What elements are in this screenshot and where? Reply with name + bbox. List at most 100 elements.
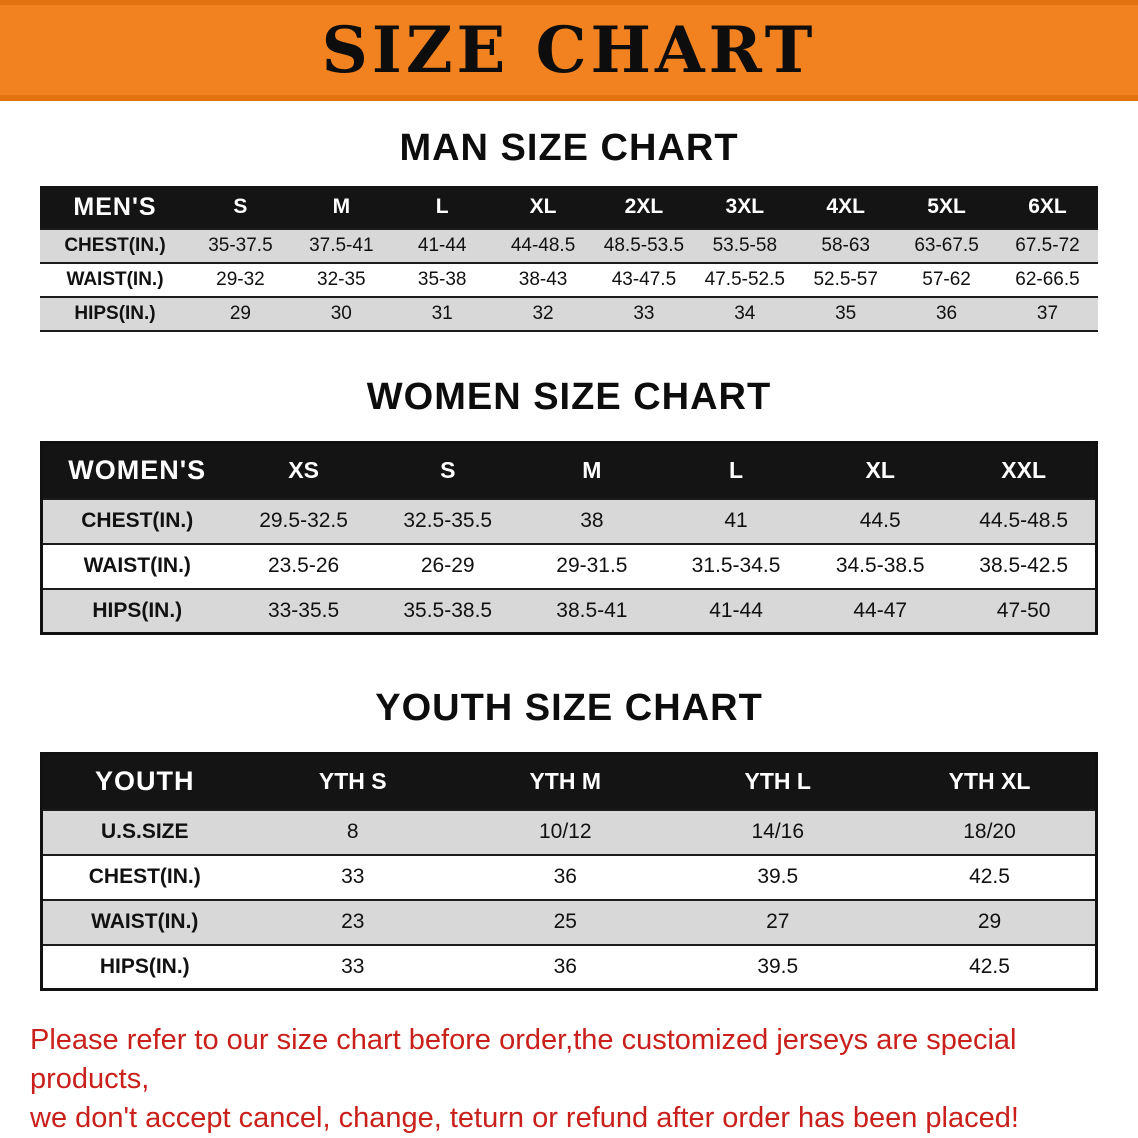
- women-section-heading: WOMEN SIZE CHART: [366, 376, 772, 418]
- row-label-cell: HIPS(IN.): [41, 943, 247, 991]
- value-cell: 23: [246, 898, 459, 946]
- value-cell: 38: [519, 497, 664, 545]
- value-cell: 63-67.5: [896, 228, 997, 264]
- disclaimer-line-1: Please refer to our size chart before or…: [30, 1024, 1017, 1096]
- table-row: U.S.SIZE 8 10/12 14/16 18/20: [41, 808, 1097, 856]
- value-cell: 10/12: [459, 808, 672, 856]
- size-header-cell: 2XL: [593, 186, 695, 229]
- value-cell: 34: [694, 296, 796, 332]
- women-size-table: WOMEN'S XS S M L XL XXL CHEST(IN.) 29.5-32.5 32.5…: [40, 441, 1098, 635]
- value-cell: 38-43: [492, 262, 594, 298]
- size-header-cell: XXL: [952, 442, 1097, 499]
- value-cell: 18/20: [884, 808, 1097, 856]
- value-cell: 31.5-34.5: [663, 542, 809, 590]
- value-cell: 31: [391, 296, 493, 332]
- size-header-cell: YTH L: [671, 753, 884, 810]
- value-cell: 36: [459, 853, 672, 901]
- value-cell: 29.5-32.5: [231, 497, 376, 545]
- table-title-cell: MEN'S: [40, 186, 190, 229]
- value-cell: 38.5-41: [519, 587, 664, 635]
- value-cell: 35.5-38.5: [375, 587, 520, 635]
- table-row: WAIST(IN.) 29-32 32-35 35-38 38-43 43-47.5 47.…: [40, 262, 1098, 298]
- size-header-cell: XL: [808, 442, 953, 499]
- banner: SIZE CHART: [0, 0, 1138, 101]
- value-cell: 29: [884, 898, 1097, 946]
- table-row: HIPS(IN.) 33 36 39.5 42.5: [41, 943, 1097, 991]
- row-label-cell: HIPS(IN.): [40, 296, 190, 332]
- size-header-cell: 3XL: [694, 186, 796, 229]
- value-cell: 44.5: [808, 497, 953, 545]
- value-cell: 35-37.5: [190, 228, 291, 264]
- value-cell: 26-29: [375, 542, 520, 590]
- value-cell: 35: [795, 296, 897, 332]
- value-cell: 32.5-35.5: [375, 497, 520, 545]
- size-header-cell: M: [290, 186, 392, 229]
- row-label-cell: CHEST(IN.): [41, 853, 247, 901]
- value-cell: 41-44: [391, 228, 493, 264]
- header-row: WOMEN'S XS S M L XL XXL: [41, 442, 1097, 499]
- value-cell: 35-38: [391, 262, 493, 298]
- size-header-cell: XS: [231, 442, 376, 499]
- value-cell: 41: [663, 497, 809, 545]
- value-cell: 33: [246, 943, 459, 991]
- table-title-cell: WOMEN'S: [41, 442, 232, 499]
- value-cell: 34.5-38.5: [808, 542, 953, 590]
- value-cell: 37: [997, 296, 1098, 332]
- table-row: CHEST(IN.) 35-37.5 37.5-41 41-44 44-48.5 48.5…: [40, 228, 1098, 264]
- value-cell: 43-47.5: [593, 262, 695, 298]
- value-cell: 38.5-42.5: [952, 542, 1097, 590]
- size-header-cell: 6XL: [997, 186, 1098, 229]
- value-cell: 52.5-57: [795, 262, 897, 298]
- value-cell: 47-50: [952, 587, 1097, 635]
- value-cell: 29: [190, 296, 291, 332]
- table-title-cell: YOUTH: [41, 753, 247, 810]
- value-cell: 14/16: [671, 808, 884, 856]
- women-section: WOMEN SIZE CHART WOMEN'S XS S M L XL XXL CHEST(…: [0, 376, 1138, 635]
- header-row: YOUTH YTH S YTH M YTH L YTH XL: [41, 753, 1097, 810]
- value-cell: 8: [246, 808, 459, 856]
- size-header-cell: YTH S: [246, 753, 459, 810]
- value-cell: 57-62: [896, 262, 997, 298]
- men-section-heading: MAN SIZE CHART: [399, 127, 739, 169]
- disclaimer-note: Please refer to our size chart before or…: [30, 1021, 1110, 1138]
- row-label-cell: HIPS(IN.): [41, 587, 232, 635]
- value-cell: 30: [290, 296, 392, 332]
- value-cell: 53.5-58: [694, 228, 796, 264]
- value-cell: 44-47: [808, 587, 953, 635]
- row-label-cell: U.S.SIZE: [41, 808, 247, 856]
- value-cell: 44.5-48.5: [952, 497, 1097, 545]
- size-header-cell: S: [190, 186, 291, 229]
- men-section: MAN SIZE CHART MEN'S S M L XL 2XL 3XL 4XL 5XL 6XL…: [0, 127, 1138, 332]
- page-title: SIZE CHART: [321, 12, 817, 88]
- value-cell: 29-32: [190, 262, 291, 298]
- youth-section: YOUTH SIZE CHART YOUTH YTH S YTH M YTH L YTH…: [0, 687, 1138, 991]
- size-header-cell: L: [391, 186, 493, 229]
- value-cell: 48.5-53.5: [593, 228, 695, 264]
- size-header-cell: M: [519, 442, 664, 499]
- value-cell: 44-48.5: [492, 228, 594, 264]
- value-cell: 62-66.5: [997, 262, 1098, 298]
- table-row: HIPS(IN.) 33-35.5 35.5-38.5 38.5-41 41-44 44-…: [41, 587, 1097, 635]
- table-row: CHEST(IN.) 33 36 39.5 42.5: [41, 853, 1097, 901]
- table-row: WAIST(IN.) 23 25 27 29: [41, 898, 1097, 946]
- value-cell: 58-63: [795, 228, 897, 264]
- value-cell: 29-31.5: [519, 542, 664, 590]
- youth-section-heading: YOUTH SIZE CHART: [375, 687, 763, 729]
- value-cell: 23.5-26: [231, 542, 376, 590]
- size-header-cell: YTH XL: [884, 753, 1097, 810]
- size-header-cell: 4XL: [795, 186, 897, 229]
- value-cell: 32: [492, 296, 594, 332]
- table-row: WAIST(IN.) 23.5-26 26-29 29-31.5 31.5-34.5 34…: [41, 542, 1097, 590]
- size-header-cell: S: [375, 442, 520, 499]
- table-row: CHEST(IN.) 29.5-32.5 32.5-35.5 38 41 44.5 44.5…: [41, 497, 1097, 545]
- disclaimer-line-2: we don't accept cancel, change, teturn o…: [30, 1102, 1019, 1135]
- size-header-cell: XL: [492, 186, 594, 229]
- value-cell: 41-44: [663, 587, 809, 635]
- value-cell: 36: [896, 296, 997, 332]
- row-label-cell: WAIST(IN.): [41, 542, 232, 590]
- value-cell: 39.5: [671, 943, 884, 991]
- table-row: HIPS(IN.) 29 30 31 32 33 34 35 36 37: [40, 296, 1098, 332]
- row-label-cell: WAIST(IN.): [41, 898, 247, 946]
- value-cell: 33: [246, 853, 459, 901]
- size-header-cell: YTH M: [459, 753, 672, 810]
